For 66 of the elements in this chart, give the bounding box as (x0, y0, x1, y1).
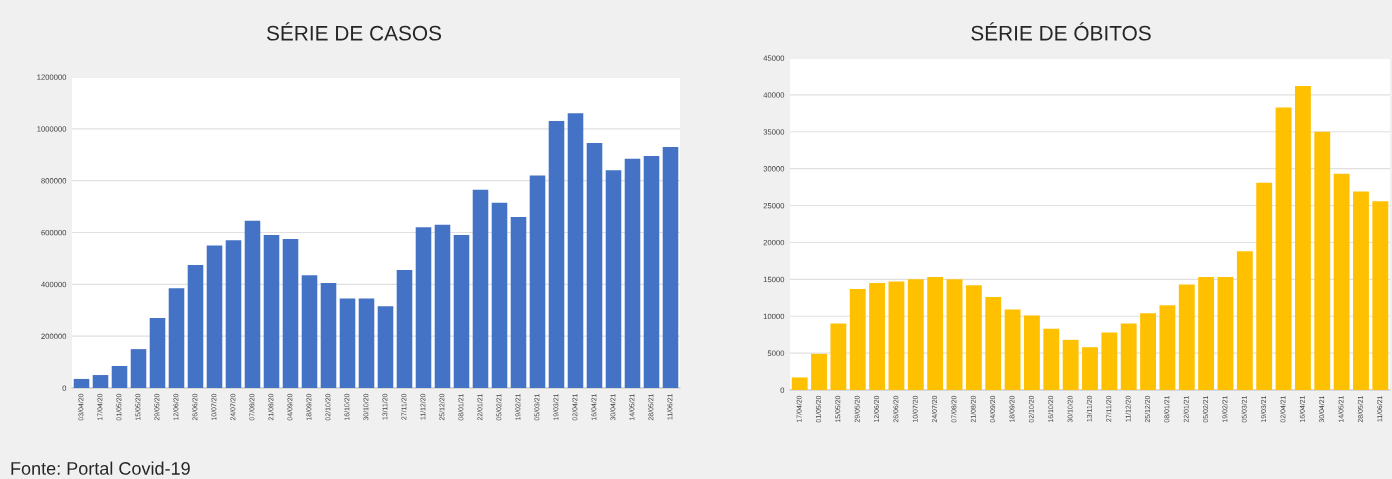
bar (491, 202, 508, 388)
bar (263, 235, 280, 388)
bar (1159, 305, 1176, 390)
bar (567, 113, 584, 388)
bar (529, 175, 546, 388)
bar (586, 143, 603, 388)
bar (1333, 173, 1350, 390)
bar (415, 227, 432, 388)
bar (111, 365, 128, 388)
bar (662, 146, 679, 388)
bar (1217, 277, 1234, 390)
bar (907, 279, 924, 390)
bar (225, 240, 242, 388)
bar (1024, 315, 1040, 390)
bar (434, 224, 451, 388)
bar (282, 238, 299, 388)
chart-title: SÉRIE DE CASOS (266, 22, 442, 41)
bar (888, 281, 905, 390)
bar (472, 189, 489, 388)
bar (811, 353, 827, 390)
bar (1062, 339, 1079, 390)
bar (1256, 182, 1273, 390)
bar (548, 121, 565, 388)
bar (1236, 251, 1253, 390)
bar (453, 235, 470, 388)
bar (206, 245, 223, 388)
chart-title: SÉRIE DE ÓBITOS (971, 22, 1151, 41)
bar (1372, 201, 1389, 390)
bar (1082, 347, 1098, 390)
bar (244, 220, 261, 388)
bar (1314, 131, 1331, 390)
bar (965, 285, 982, 390)
bar (985, 297, 1002, 390)
source-note: Fonte: Portal Covid-19 (11, 461, 190, 475)
bar (1120, 323, 1137, 390)
bar (624, 158, 641, 388)
bar (396, 270, 413, 388)
bar (1275, 107, 1292, 390)
bar (187, 264, 204, 388)
bar (510, 216, 527, 388)
bar (92, 375, 109, 388)
bar (946, 279, 963, 390)
bar (1101, 332, 1118, 390)
bar (358, 298, 375, 388)
bar (149, 318, 166, 388)
bar (1178, 284, 1195, 390)
bar (1043, 328, 1060, 390)
bar (73, 378, 90, 388)
bar (849, 288, 866, 390)
bar (320, 283, 337, 388)
bar (927, 277, 944, 390)
bar (377, 306, 394, 388)
bar (643, 156, 660, 388)
bar (130, 349, 147, 388)
bar (301, 275, 318, 388)
bar (1198, 277, 1215, 390)
bar (168, 288, 185, 388)
bar (1140, 313, 1156, 390)
bar (869, 283, 886, 390)
bar (830, 323, 847, 390)
bar (1294, 86, 1311, 390)
bar (791, 377, 808, 390)
bar (1004, 309, 1021, 390)
bar (339, 298, 356, 388)
bar (605, 170, 622, 388)
bar (1353, 191, 1369, 390)
